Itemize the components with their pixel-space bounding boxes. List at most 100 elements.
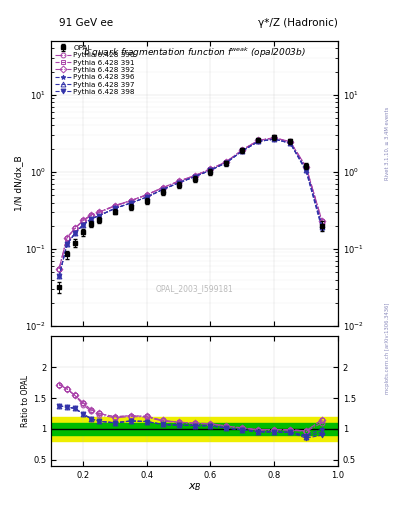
Pythia 6.428 396 [160,186,165,193]
Pythia 6.428 398 [240,148,245,154]
Pythia 6.428 390 [144,192,149,198]
Pythia 6.428 398 [256,138,261,144]
Pythia 6.428 391 [144,191,149,198]
Pythia 6.428 392 [129,198,133,204]
Text: b quark fragmentation function f$^{weak}$ (opal2003b): b quark fragmentation function f$^{weak}… [83,45,306,59]
Pythia 6.428 397 [73,230,77,236]
Pythia 6.428 391 [256,137,261,143]
Text: 91 GeV ee: 91 GeV ee [59,18,113,28]
Text: Rivet 3.1.10, ≥ 3.4M events: Rivet 3.1.10, ≥ 3.4M events [385,106,390,180]
Pythia 6.428 398 [304,168,309,174]
Pythia 6.428 390 [288,139,292,145]
Pythia 6.428 391 [176,178,181,184]
Line: Pythia 6.428 391: Pythia 6.428 391 [57,135,325,271]
Pythia 6.428 390 [57,266,61,272]
Pythia 6.428 392 [144,191,149,198]
Pythia 6.428 392 [304,164,309,170]
Pythia 6.428 391 [73,225,77,231]
Pythia 6.428 391 [65,234,70,241]
Pythia 6.428 398 [208,167,213,174]
Pythia 6.428 390 [272,135,277,141]
Pythia 6.428 398 [97,212,101,219]
Pythia 6.428 398 [160,186,165,193]
Pythia 6.428 397 [65,241,70,247]
Pythia 6.428 391 [288,139,292,145]
Line: Pythia 6.428 397: Pythia 6.428 397 [57,137,325,279]
Pythia 6.428 396 [288,140,292,146]
Pythia 6.428 398 [57,273,61,280]
Pythia 6.428 390 [73,225,77,231]
Pythia 6.428 391 [160,184,165,190]
Pythia 6.428 392 [65,234,70,241]
Pythia 6.428 390 [208,166,213,173]
Y-axis label: Ratio to OPAL: Ratio to OPAL [21,375,30,427]
Pythia 6.428 392 [160,184,165,190]
Pythia 6.428 397 [160,186,165,193]
Pythia 6.428 398 [88,216,93,222]
Pythia 6.428 391 [129,198,133,204]
Pythia 6.428 396 [320,223,324,229]
Pythia 6.428 397 [304,167,309,174]
Pythia 6.428 396 [192,174,197,180]
Pythia 6.428 396 [57,273,61,280]
Pythia 6.428 397 [57,273,61,280]
Pythia 6.428 398 [192,174,197,180]
Pythia 6.428 397 [88,216,93,222]
Pythia 6.428 398 [320,226,324,232]
Line: Pythia 6.428 398: Pythia 6.428 398 [57,137,325,279]
Text: mcplots.cern.ch [arXiv:1306.3436]: mcplots.cern.ch [arXiv:1306.3436] [385,303,390,394]
Pythia 6.428 398 [81,222,85,228]
Pythia 6.428 391 [192,173,197,179]
Pythia 6.428 396 [176,180,181,186]
Text: OPAL_2003_I599181: OPAL_2003_I599181 [156,285,233,293]
Pythia 6.428 396 [224,160,229,166]
Pythia 6.428 390 [192,173,197,179]
Pythia 6.428 396 [112,205,117,211]
Y-axis label: 1/N dN/dx_B: 1/N dN/dx_B [14,156,23,211]
Pythia 6.428 390 [224,159,229,165]
Pythia 6.428 397 [224,160,229,166]
Pythia 6.428 392 [176,178,181,184]
Pythia 6.428 390 [160,185,165,191]
X-axis label: $x_B$: $x_B$ [188,481,201,493]
Pythia 6.428 390 [304,164,309,170]
Pythia 6.428 397 [256,138,261,144]
Pythia 6.428 397 [272,136,277,142]
Pythia 6.428 392 [240,147,245,153]
Pythia 6.428 392 [256,137,261,143]
Pythia 6.428 396 [73,230,77,236]
Pythia 6.428 390 [97,209,101,216]
Line: Pythia 6.428 390: Pythia 6.428 390 [57,136,325,271]
Line: Pythia 6.428 392: Pythia 6.428 392 [57,135,325,271]
Pythia 6.428 397 [144,194,149,200]
Pythia 6.428 398 [112,205,117,211]
Pythia 6.428 390 [320,220,324,226]
Pythia 6.428 396 [304,166,309,173]
Pythia 6.428 396 [208,167,213,174]
Pythia 6.428 396 [144,194,149,200]
Pythia 6.428 392 [320,218,324,224]
Line: Pythia 6.428 396: Pythia 6.428 396 [57,137,325,279]
Pythia 6.428 398 [65,241,70,247]
Pythia 6.428 397 [320,224,324,230]
Pythia 6.428 391 [88,212,93,218]
Pythia 6.428 396 [81,222,85,228]
Pythia 6.428 396 [272,136,277,142]
Pythia 6.428 391 [81,217,85,223]
Pythia 6.428 391 [112,203,117,209]
Pythia 6.428 391 [57,266,61,272]
Pythia 6.428 391 [208,166,213,172]
Pythia 6.428 398 [144,194,149,200]
Pythia 6.428 397 [288,140,292,146]
Pythia 6.428 396 [240,148,245,154]
Pythia 6.428 397 [129,200,133,206]
Pythia 6.428 398 [176,180,181,186]
Pythia 6.428 392 [81,217,85,223]
Pythia 6.428 397 [112,205,117,211]
Pythia 6.428 392 [192,173,197,179]
Pythia 6.428 391 [97,209,101,215]
Pythia 6.428 390 [176,179,181,185]
Pythia 6.428 396 [97,212,101,219]
Pythia 6.428 392 [208,166,213,172]
Pythia 6.428 390 [65,234,70,241]
